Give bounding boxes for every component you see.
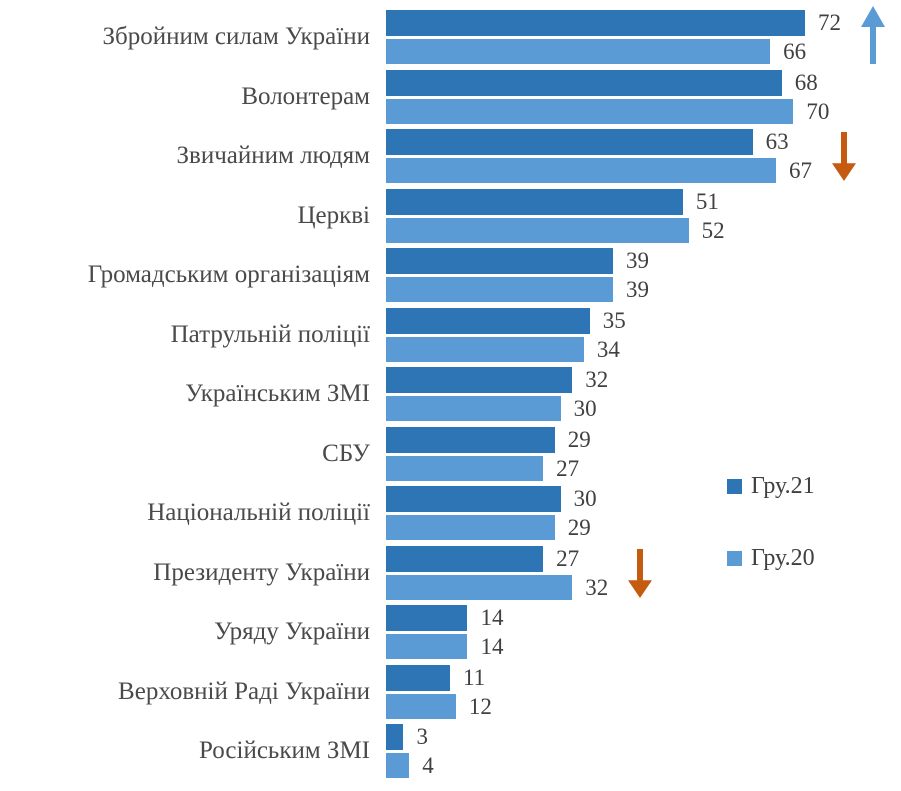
value-label: 4 (422, 753, 434, 778)
chart-row: Волонтерам 68 70 (0, 69, 901, 124)
bar-dec21 (386, 129, 753, 155)
bar-dec21 (386, 605, 468, 631)
bar-dec20 (386, 396, 561, 421)
category-label: Президенту України (153, 558, 370, 586)
value-label: 39 (625, 248, 649, 273)
bar-dec21 (386, 367, 573, 393)
category-label: СБУ (322, 439, 370, 467)
value-label: 30 (573, 486, 597, 511)
legend-swatch-dec21-icon (727, 478, 742, 494)
value-label: 63 (765, 129, 789, 154)
trend-down-arrow-icon (831, 132, 857, 181)
chart-row: Українським ЗМІ 32 30 (0, 367, 901, 421)
value-label: 39 (625, 277, 649, 302)
bar-dec20 (386, 455, 544, 481)
bar-dec20 (386, 158, 776, 183)
legend-item-dec20: Гру.20 (727, 544, 815, 571)
chart-row: Національній поліції 30 29 (0, 486, 901, 540)
value-label: 70 (806, 98, 830, 124)
legend-item-dec21: Гру.21 (727, 472, 815, 499)
chart-row: Російським ЗМІ 3 4 (0, 724, 901, 778)
trend-down-arrow-icon (627, 548, 653, 598)
chart-row: Уряду України 14 14 (0, 605, 901, 659)
chart-row: Збройним силам України 72 66 (0, 10, 901, 64)
bar-dec20 (386, 217, 689, 243)
bar-dec21 (386, 724, 404, 750)
category-label: Патрульній поліції (170, 320, 370, 348)
bar-dec21 (386, 10, 806, 36)
value-label: 32 (585, 574, 609, 600)
bar-dec21 (386, 486, 561, 512)
value-label: 35 (602, 307, 626, 333)
chart-row: Громадським організаціям 39 39 (0, 248, 901, 302)
bar-dec20 (386, 277, 613, 302)
value-label: 11 (463, 664, 486, 690)
chart-row: Патрульній поліції 35 34 (0, 307, 901, 362)
value-label: 27 (556, 545, 580, 571)
value-label: 67 (788, 158, 812, 183)
trend-up-arrow-icon (860, 6, 886, 64)
value-label: 29 (567, 426, 591, 452)
bar-dec20 (386, 574, 573, 600)
value-label: 12 (468, 693, 492, 719)
category-label: Національній поліції (147, 499, 370, 526)
bar-dec20 (386, 693, 456, 719)
legend-swatch-dec20-icon (727, 550, 742, 566)
bar-dec21 (386, 248, 613, 274)
category-label: Українським ЗМІ (185, 380, 370, 407)
category-label: Церкві (297, 201, 370, 229)
bar-dec21 (386, 69, 782, 96)
value-label: 34 (596, 336, 620, 362)
category-label: Верховній Раді України (118, 677, 370, 705)
chart-row: Верховній Раді України 11 12 (0, 664, 901, 719)
category-label: Волонтерам (241, 82, 370, 110)
value-label: 51 (695, 188, 719, 214)
category-label: Уряду України (214, 618, 370, 645)
value-label: 27 (556, 455, 580, 481)
bar-dec21 (386, 307, 590, 334)
value-label: 66 (783, 39, 807, 64)
category-label: Звичайним людям (176, 142, 370, 169)
bar-dec20 (386, 98, 794, 124)
bar-dec21 (386, 426, 555, 453)
value-label: 14 (480, 634, 504, 659)
value-label: 32 (585, 367, 609, 392)
bar-dec20 (386, 515, 555, 540)
category-label: Збройним силам України (102, 23, 370, 50)
chart-row: СБУ 29 27 (0, 426, 901, 481)
chart-row: Церкві 51 52 (0, 188, 901, 243)
value-label: 29 (567, 515, 591, 540)
value-label: 52 (701, 217, 725, 243)
value-label: 14 (480, 605, 504, 630)
bar-dec20 (386, 39, 771, 64)
chart-row: Президенту України 27 32 (0, 545, 901, 600)
bar-dec20 (386, 753, 410, 778)
legend-label-dec20: Гру.20 (751, 544, 815, 571)
category-label: Російським ЗМІ (199, 737, 370, 764)
category-label: Громадським організаціям (87, 261, 370, 288)
value-label: 68 (794, 69, 818, 95)
bar-dec20 (386, 336, 584, 362)
bar-dec20 (386, 634, 468, 659)
legend-label-dec21: Гру.21 (751, 472, 815, 499)
value-label: 30 (573, 396, 597, 421)
value-label: 3 (416, 724, 428, 749)
bar-dec21 (386, 545, 544, 572)
chart-row: Звичайним людям 63 67 (0, 129, 901, 183)
bar-dec21 (386, 188, 683, 215)
bar-dec21 (386, 664, 451, 691)
value-label: 72 (818, 10, 842, 35)
